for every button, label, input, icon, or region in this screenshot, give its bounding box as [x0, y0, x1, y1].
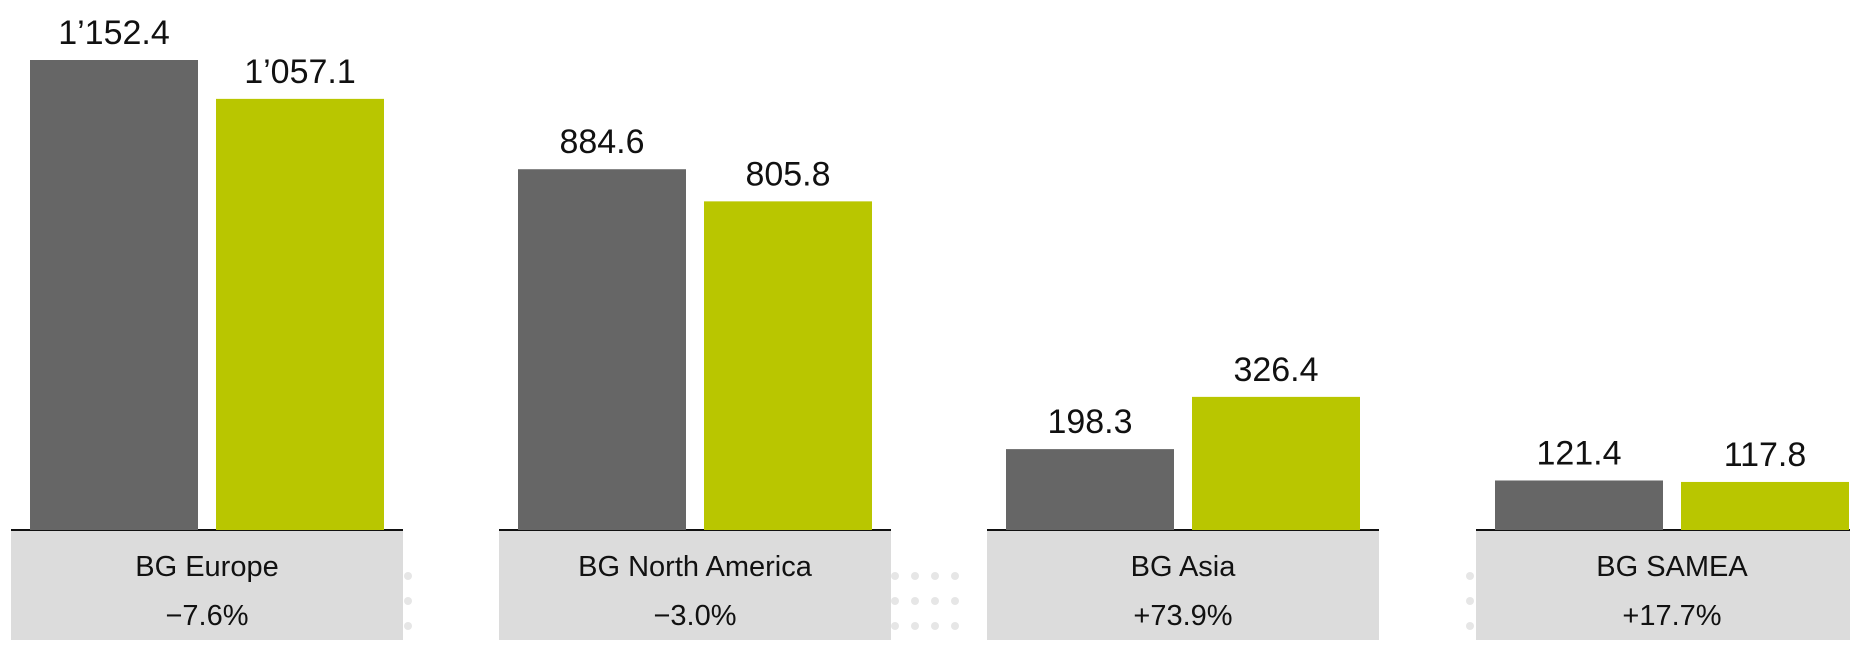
data-label-bg-samea-series-1: 121.4 — [1536, 434, 1621, 472]
decor-dot — [891, 572, 899, 580]
category-box-bg-north-america — [499, 531, 891, 640]
decor-dot — [1466, 572, 1474, 580]
bar-bg-north-america-series-1 — [518, 169, 686, 530]
category-label-bg-north-america: BG North America — [578, 551, 813, 583]
decor-dot — [404, 597, 412, 605]
category-boxes — [11, 529, 1850, 640]
decor-dot — [911, 572, 919, 580]
change-label-bg-samea: +17.7% — [1622, 600, 1721, 632]
data-label-bg-asia-series-2: 326.4 — [1233, 351, 1318, 389]
decor-dot — [1466, 622, 1474, 630]
bar-bg-asia-series-1 — [1006, 449, 1174, 530]
data-label-bg-europe-series-1: 1’152.4 — [58, 14, 170, 52]
data-labels: BG Europe −7.6% 1’152.4 1’057.1 BG North Ame… — [58, 14, 1806, 632]
bar-bg-asia-series-2 — [1192, 396, 1360, 530]
bar-bg-north-america-series-2 — [704, 201, 872, 531]
decor-dot — [951, 597, 959, 605]
category-label-bg-samea: BG SAMEA — [1596, 551, 1748, 583]
decor-dot — [891, 597, 899, 605]
bar-bg-europe-series-2 — [216, 98, 384, 530]
decor-dot — [404, 572, 412, 580]
decor-dot — [1466, 597, 1474, 605]
bar-bg-europe-series-1 — [30, 60, 198, 530]
data-label-bg-europe-series-2: 1’057.1 — [244, 53, 356, 91]
category-label-bg-europe: BG Europe — [135, 551, 278, 583]
category-box-bg-asia — [987, 531, 1379, 640]
bar-bg-samea-series-1 — [1495, 480, 1663, 530]
decor-dot — [951, 572, 959, 580]
bars — [30, 60, 1849, 531]
decor-dot — [911, 597, 919, 605]
decor-dot — [951, 622, 959, 630]
data-label-bg-asia-series-1: 198.3 — [1047, 403, 1132, 441]
data-label-bg-north-america-series-2: 805.8 — [745, 155, 830, 193]
decor-dot — [891, 622, 899, 630]
decor-dot — [911, 622, 919, 630]
data-label-bg-samea-series-2: 117.8 — [1724, 436, 1807, 474]
bar-bg-samea-series-2 — [1681, 481, 1849, 530]
decor-dot — [404, 622, 412, 630]
category-box-bg-europe — [11, 531, 403, 640]
data-label-bg-north-america-series-1: 884.6 — [559, 123, 644, 161]
decor-dot — [931, 622, 939, 630]
decor-dot — [931, 572, 939, 580]
change-label-bg-north-america: −3.0% — [653, 600, 736, 632]
change-label-bg-europe: −7.6% — [165, 600, 248, 632]
decor-dot — [931, 597, 939, 605]
change-label-bg-asia: +73.9% — [1133, 600, 1232, 632]
category-box-bg-samea — [1476, 531, 1850, 640]
category-label-bg-asia: BG Asia — [1131, 551, 1237, 583]
